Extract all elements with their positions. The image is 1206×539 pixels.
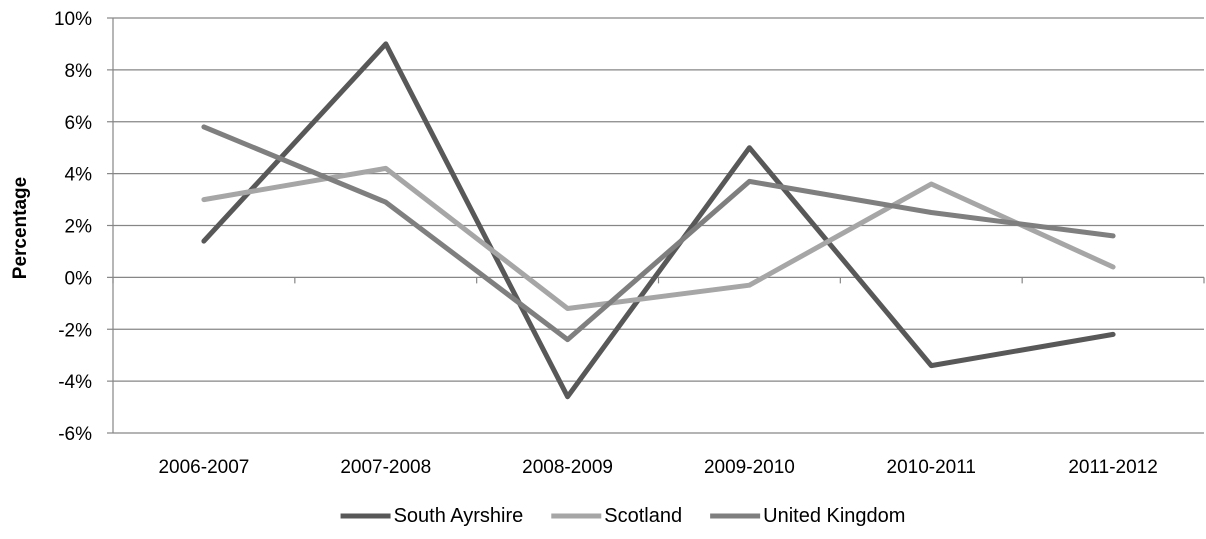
x-tick-label: 2009-2010 — [704, 457, 795, 478]
x-tick-label: 2006-2007 — [158, 457, 249, 478]
legend-label: Scotland — [604, 505, 682, 527]
series-line-south-ayrshire — [201, 41, 1116, 400]
series-lines — [201, 41, 1116, 400]
y-tick-label: -4% — [58, 372, 92, 393]
y-tick-label: -2% — [58, 320, 92, 341]
y-tick-label: 8% — [65, 61, 93, 82]
x-tick-label: 2007-2008 — [340, 457, 431, 478]
legend-label: South Ayrshire — [394, 505, 524, 527]
legend-label: United Kingdom — [763, 505, 905, 527]
y-tick-label: 6% — [65, 113, 93, 134]
axes — [107, 17, 1205, 434]
x-tick-labels: 2006-2007 2007-2008 2008-2009 2009-2010 2010… — [158, 457, 1157, 478]
y-tick-labels: 10% 8% 6% 4% 2% 0% -2% -4% -6% — [54, 9, 92, 445]
gridlines — [113, 17, 1204, 434]
x-tick-label: 2008-2009 — [522, 457, 613, 478]
legend: South Ayrshire Scotland United Kingdom — [340, 505, 905, 527]
series-line-united-kingdom — [201, 124, 1116, 343]
y-axis-title: Percentage — [10, 177, 31, 279]
x-tick-label: 2010-2011 — [887, 457, 976, 478]
y-tick-label: 4% — [65, 165, 93, 186]
y-tick-label: -6% — [58, 424, 92, 445]
y-tick-label: 10% — [54, 9, 92, 30]
y-tick-label: 2% — [65, 217, 93, 238]
x-tick-label: 2011-2012 — [1068, 457, 1157, 478]
series-line-scotland — [201, 165, 1116, 311]
y-tick-label: 0% — [65, 268, 93, 289]
